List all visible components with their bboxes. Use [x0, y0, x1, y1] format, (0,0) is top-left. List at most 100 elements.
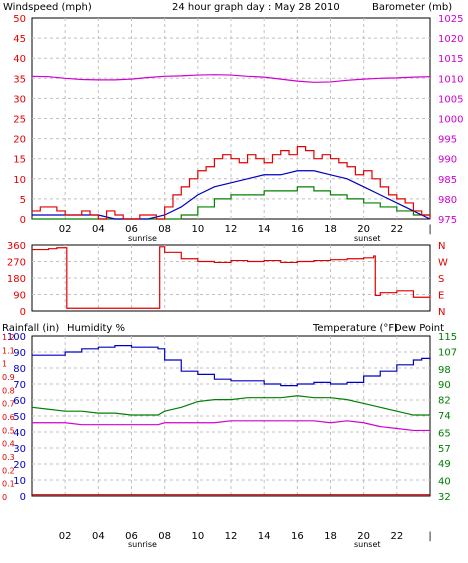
rainfall-tick-label: 0.8: [2, 386, 15, 395]
humidity-tick-label: 80: [13, 364, 26, 375]
temperature-tick-label: 107: [438, 347, 457, 358]
rainfall-tick-label: 1: [2, 360, 7, 369]
barometer-tick-label: 980: [438, 195, 457, 206]
direction-tick-label: 90: [13, 291, 26, 302]
windspeed-tick-label: 50: [13, 14, 26, 25]
compass-label: E: [438, 291, 444, 302]
temperature-tick-label: 57: [438, 444, 451, 455]
panel3-sunrise-label: sunrise: [128, 540, 157, 549]
panel3-sunset-label: sunset: [354, 540, 381, 549]
windspeed-tick-label: 30: [13, 94, 26, 105]
dewpoint-axis-title: Dew Point: [394, 323, 444, 334]
compass-label: S: [438, 274, 444, 285]
barometer-tick-label: 1025: [438, 14, 463, 25]
humidity-tick-label: 10: [13, 476, 26, 487]
panel-1-x-tick-label: 22: [390, 224, 403, 235]
panel-3-x-tick-label: 20: [357, 531, 370, 542]
windspeed-tick-label: 20: [13, 135, 26, 146]
windspeed-axis-title: Windspeed (mph): [3, 2, 92, 13]
temperature-tick-label: 74: [438, 411, 451, 422]
panel1-sunset-label: sunset: [354, 234, 381, 243]
rainfall-tick-label: 0.3: [2, 453, 15, 462]
compass-label: N: [438, 241, 445, 252]
panel-3-x-tick-label: 14: [258, 531, 271, 542]
panel-3-x-tick-label: 10: [191, 531, 204, 542]
humidity-tick-label: 50: [13, 412, 26, 423]
temperature-tick-label: 49: [438, 459, 451, 470]
chart-title: 24 hour graph day : May 28 2010: [172, 2, 340, 13]
wind-direction-line: [32, 246, 431, 309]
windspeed-tick-label: 5: [20, 195, 26, 206]
rainfall-tick-label: 0.4: [2, 440, 15, 449]
humidity-tick-label: 0: [20, 492, 26, 503]
rainfall-tick-label: 0.1: [2, 480, 15, 489]
temperature-tick-label: 98: [438, 365, 451, 376]
panel-1-x-tick-label: |: [428, 224, 431, 235]
humidity-axis-title: Humidity %: [67, 323, 125, 334]
panel-3-x-tick-label: 16: [291, 531, 304, 542]
barometer-tick-label: 1020: [438, 34, 463, 45]
windspeed-tick-label: 35: [13, 74, 26, 85]
barometer-tick-label: 1000: [438, 115, 463, 126]
rainfall-tick-label: 0.2: [2, 466, 15, 475]
panel-1-x-tick-label: 12: [225, 224, 238, 235]
rainfall-tick-label: 0.9: [2, 373, 15, 382]
rainfall-tick-label: 0: [2, 493, 7, 502]
temperature-tick-label: 65: [438, 428, 451, 439]
barometer-tick-label: 975: [438, 215, 457, 226]
panel-3-x-tick-label: |: [428, 531, 431, 542]
compass-label: N: [438, 307, 445, 318]
humidity-tick-label: 20: [13, 460, 26, 471]
panel-1-x-tick-label: 02: [59, 224, 72, 235]
panel-1-x-tick-label: 18: [324, 224, 337, 235]
panel-3-x-tick-label: 06: [125, 531, 138, 542]
rainfall-tick-label: 1.1: [2, 346, 15, 355]
direction-tick-label: 0: [20, 307, 26, 318]
rainfall-tick-label: 0.6: [2, 413, 15, 422]
direction-tick-label: 360: [7, 241, 26, 252]
dewpoint-line: [32, 420, 430, 432]
temperature-tick-label: 115: [438, 332, 457, 343]
rainfall-tick-label: 0.5: [2, 426, 15, 435]
panel-3-x-tick-label: 04: [92, 531, 105, 542]
barometer-tick-label: 995: [438, 135, 457, 146]
panel-1-x-tick-label: 04: [92, 224, 105, 235]
humidity-tick-label: 100: [7, 332, 26, 343]
direction-tick-label: 270: [7, 258, 26, 269]
panel-1-x-tick-label: 14: [258, 224, 271, 235]
temperature-tick-label: 32: [438, 492, 451, 503]
direction-tick-label: 180: [7, 274, 26, 285]
humidity-tick-label: 70: [13, 380, 26, 391]
humidity-tick-label: 60: [13, 396, 26, 407]
panel-1-x-tick-label: 08: [158, 224, 171, 235]
windspeed-line: [32, 146, 431, 220]
humidity-tick-label: 40: [13, 428, 26, 439]
barometer-tick-label: 990: [438, 155, 457, 166]
panel-3-x-tick-label: 02: [59, 531, 72, 542]
windspeed-tick-label: 0: [20, 215, 26, 226]
rainfall-axis-title: Rainfall (in): [2, 323, 59, 334]
windspeed-tick-label: 15: [13, 155, 26, 166]
panel-3-x-tick-label: 08: [158, 531, 171, 542]
temperature-tick-label: 90: [438, 380, 451, 391]
panel1-sunrise-label: sunrise: [128, 234, 157, 243]
windspeed-tick-label: 40: [13, 54, 26, 65]
humidity-tick-label: 30: [13, 444, 26, 455]
rainfall-tick-label: 1.2: [2, 333, 15, 342]
temperature-tick-label: 82: [438, 396, 451, 407]
barometer-tick-label: 1010: [438, 74, 463, 85]
panel-3-x-tick-label: 12: [225, 531, 238, 542]
rainfall-tick-label: 0.7: [2, 400, 15, 409]
barometer-tick-label: 985: [438, 175, 457, 186]
barometer-line: [31, 74, 431, 83]
windspeed-tick-label: 10: [13, 175, 26, 186]
panel-3-x-tick-label: 18: [324, 531, 337, 542]
panel-3-x-tick-label: 22: [390, 531, 403, 542]
windspeed-tick-label: 45: [13, 34, 26, 45]
barometer-tick-label: 1005: [438, 94, 463, 105]
temperature-tick-label: 40: [438, 477, 451, 488]
compass-label: W: [438, 258, 448, 269]
humidity-line: [32, 345, 431, 387]
